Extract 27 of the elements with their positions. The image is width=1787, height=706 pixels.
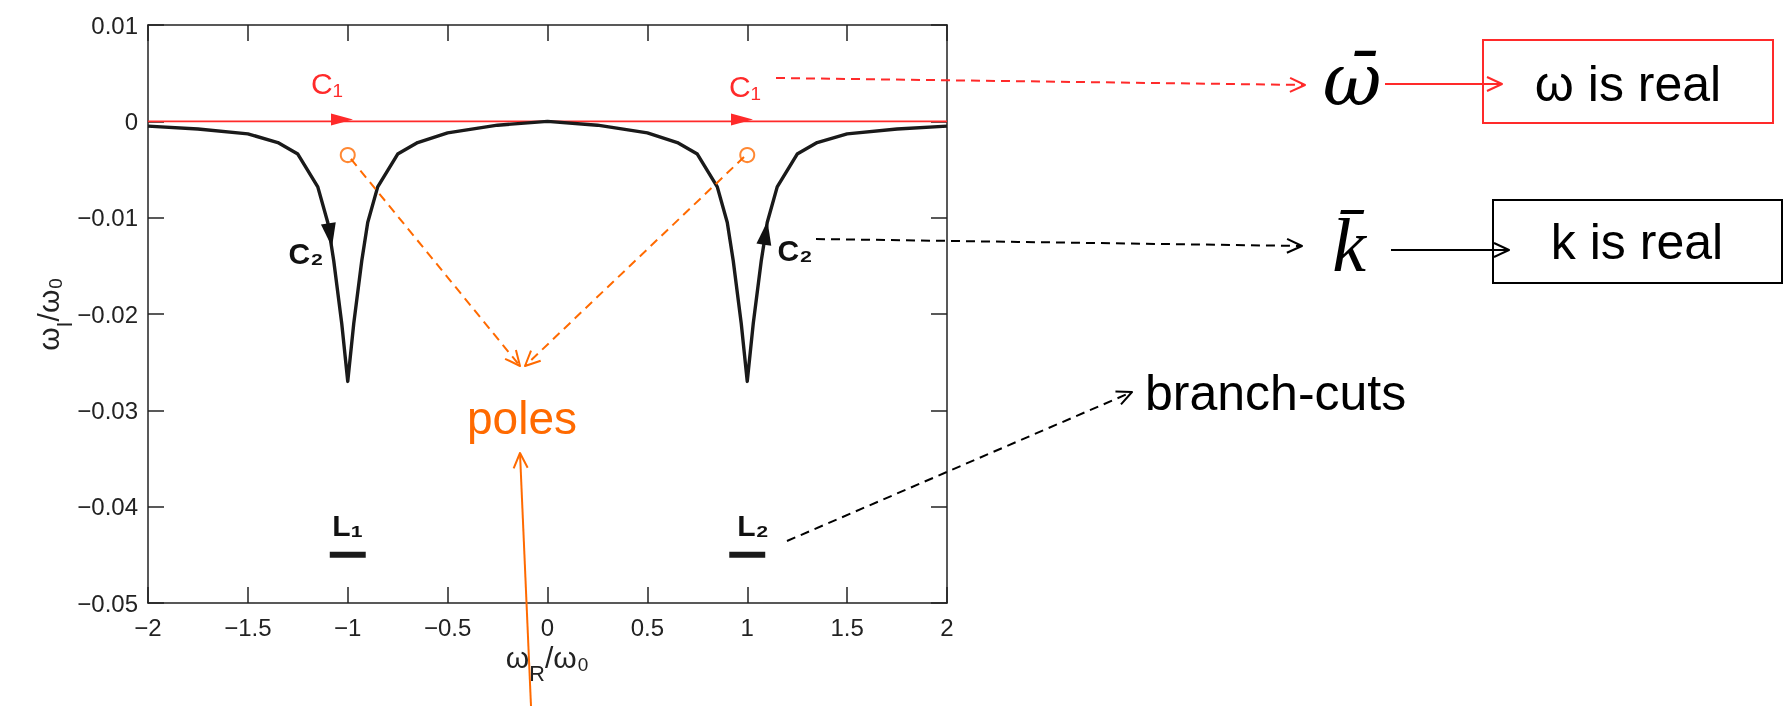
text: k is real bbox=[1550, 214, 1724, 270]
annotation: C₁ bbox=[311, 66, 343, 100]
x-tick-label: −0.5 bbox=[423, 613, 472, 641]
x-tick-label: 0.5 bbox=[630, 613, 665, 641]
y-tick-label: 0.01 bbox=[91, 11, 138, 39]
x-tick-label: 1 bbox=[740, 613, 754, 641]
annotation: poles bbox=[467, 392, 577, 444]
annotation: C₂ bbox=[288, 236, 324, 270]
annotation: C₂ bbox=[777, 233, 813, 267]
annotation: L₂ bbox=[737, 508, 769, 542]
text: ω is real bbox=[1534, 56, 1722, 112]
x-tick-label: 2 bbox=[940, 613, 954, 641]
annotation: L₁ bbox=[332, 508, 363, 542]
y-tick-label: −0.04 bbox=[77, 493, 138, 521]
x-tick-label: −1.5 bbox=[224, 613, 272, 641]
text: ω̄ bbox=[1322, 38, 1382, 122]
text: k̄ bbox=[1332, 203, 1368, 287]
y-tick-label: 0 bbox=[124, 107, 138, 135]
x-tick-label: −1 bbox=[334, 613, 362, 641]
text: branch-cuts bbox=[1145, 365, 1407, 421]
annotation: C₁ bbox=[729, 69, 761, 103]
y-tick-label: −0.03 bbox=[77, 396, 138, 424]
y-tick-label: −0.01 bbox=[77, 204, 138, 232]
y-tick-label: −0.02 bbox=[77, 300, 138, 328]
x-tick-label: 1.5 bbox=[830, 613, 864, 641]
x-tick-label: 0 bbox=[540, 613, 555, 641]
x-axis-title: ω$_{R}$/ω₀ bbox=[505, 641, 590, 686]
